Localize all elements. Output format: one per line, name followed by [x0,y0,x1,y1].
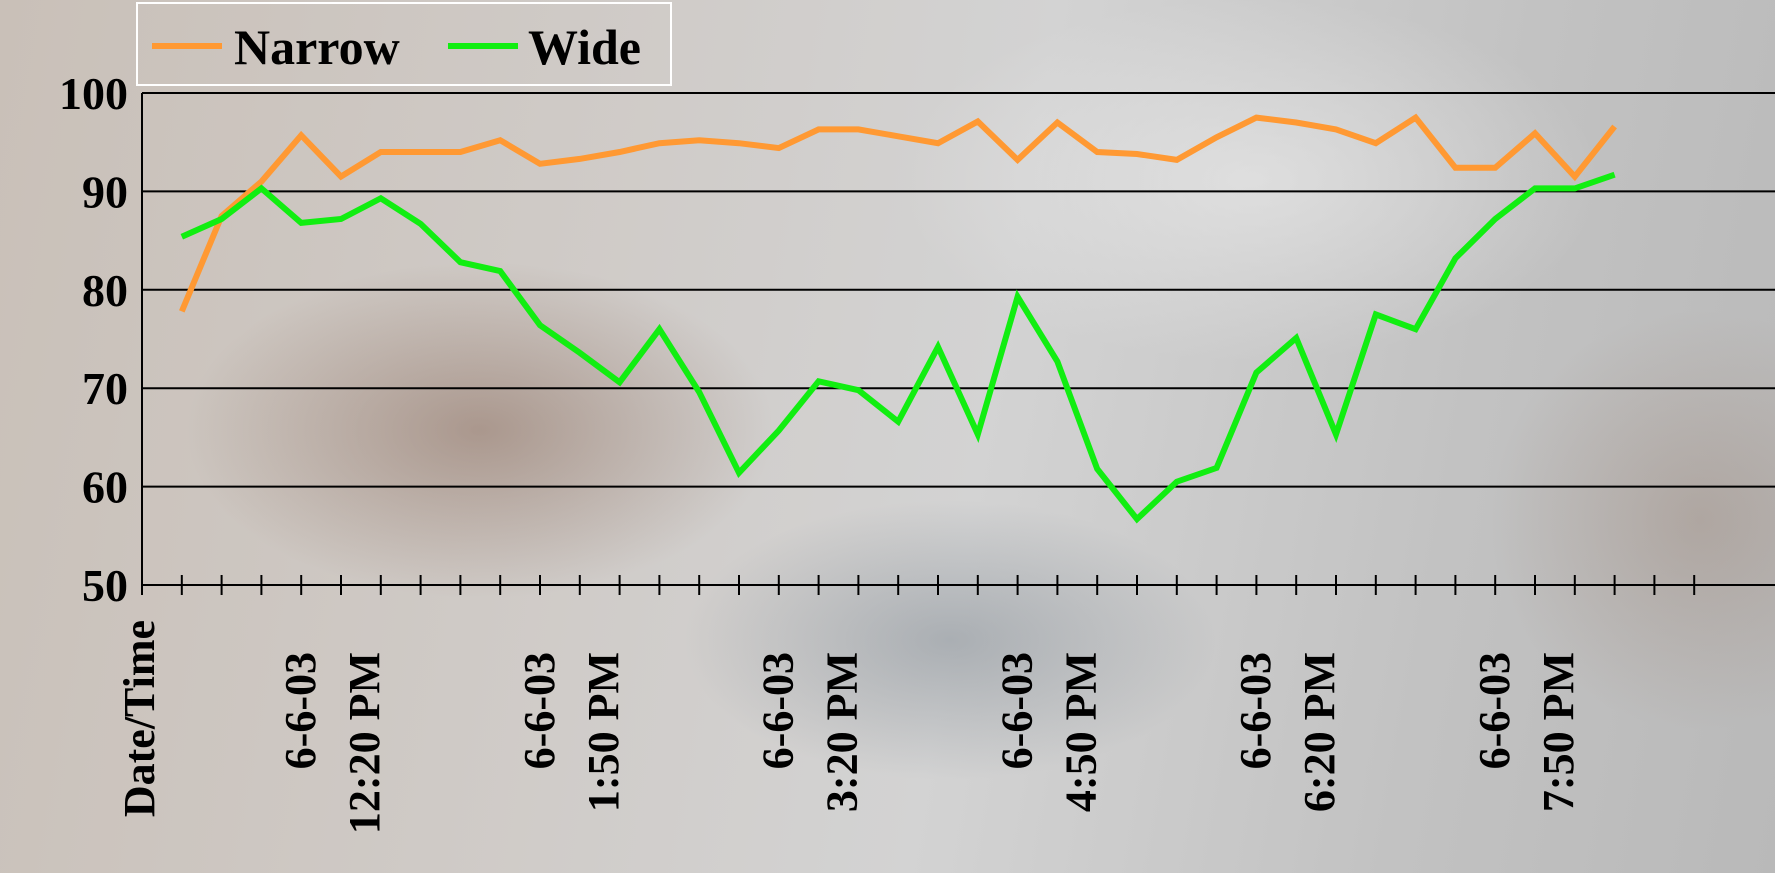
axes [141,93,1775,595]
x-tick-label: 6-6-03 12:20 PM [276,652,389,834]
legend: Narrow Wide [136,2,672,86]
series-line-wide [180,171,1616,524]
series-lines [179,113,1617,524]
x-tick-label: 6-6-03 4:50 PM [992,652,1105,812]
x-tick-label: Date/Time [115,620,164,817]
x-tick-label-line: 12:20 PM [340,652,389,834]
x-tick-label-line: 6:20 PM [1295,652,1344,812]
x-tick-label-line: 6-6-03 [754,652,803,769]
x-tick-label-line: 6-6-03 [515,652,564,769]
y-tick-label: 100 [59,68,128,119]
x-tick-label-line: 6-6-03 [1470,652,1519,769]
y-tick-label: 80 [82,265,128,316]
x-tick-label: 6-6-03 6:20 PM [1231,652,1344,812]
legend-box [136,2,672,86]
x-tick-label-line: 3:20 PM [818,652,867,812]
legend-label-wide: Wide [528,19,641,75]
x-tick-label-line: 6-6-03 [1231,652,1280,769]
y-tick-label: 60 [82,462,128,513]
x-tick-label-line: 1:50 PM [579,652,628,812]
series-line-narrow [179,113,1617,313]
y-tick-label: 70 [82,363,128,414]
grid-lines [142,92,1775,488]
x-tick-label: 6-6-03 7:50 PM [1470,652,1583,812]
x-tick-label: 6-6-03 1:50 PM [515,652,628,812]
y-tick-labels: 50 60 70 80 90 100 [59,68,128,611]
x-axis-title: Date/Time [115,620,164,817]
x-tick-label: 6-6-03 3:20 PM [754,652,867,812]
y-tick-label: 90 [82,166,128,217]
y-tick-label: 50 [82,560,128,611]
x-tick-label-line: 7:50 PM [1534,652,1583,812]
legend-label-narrow: Narrow [234,19,400,75]
x-tick-label-line: 6-6-03 [992,652,1041,769]
x-tick-label-line: 6-6-03 [276,652,325,769]
x-tick-labels: Date/Time 6-6-03 12:20 PM 6-6-03 1:50 PM 6-6-… [115,620,1583,834]
x-tick-label-line: 4:50 PM [1056,652,1105,812]
